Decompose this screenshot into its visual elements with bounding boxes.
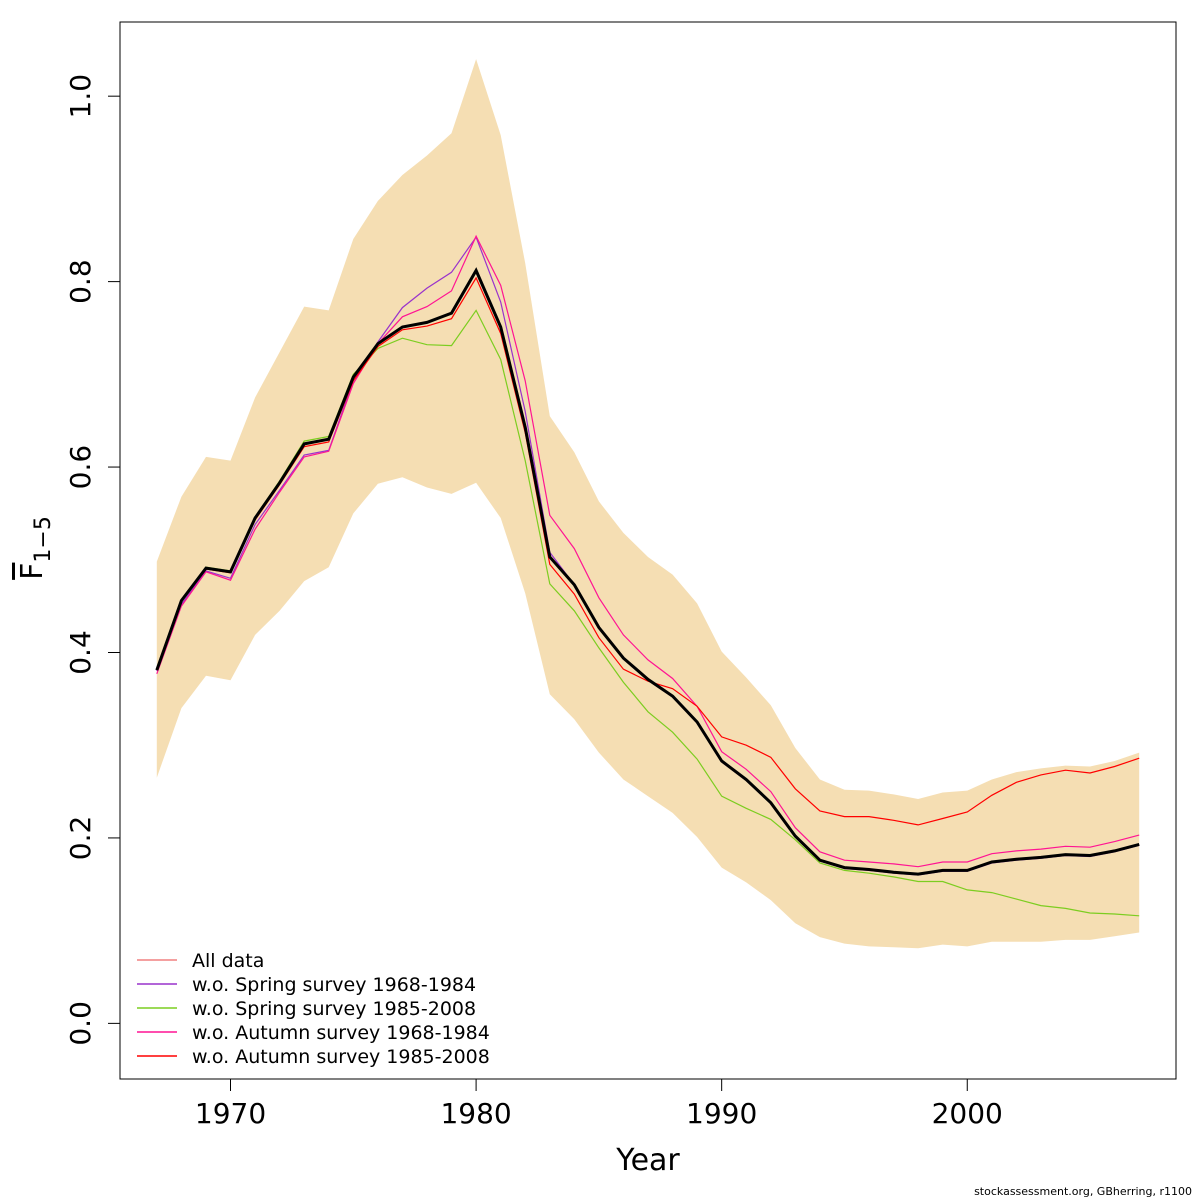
legend-label-3: w.o. Spring survey 1985-2008	[192, 998, 476, 1020]
y-tick-label: 0.8	[64, 259, 97, 304]
y-axis-title-subscript: 1−5	[31, 516, 56, 562]
credit-text: stockassessment.org, GBherring, r1100	[974, 1185, 1192, 1198]
legend-label-5: w.o. Autumn survey 1985-2008	[192, 1046, 490, 1068]
x-axis-title: Year	[615, 1143, 680, 1178]
x-tick-label: 1990	[686, 1097, 757, 1130]
y-tick-label: 0.0	[64, 1001, 97, 1046]
y-axis-title: F1−5	[15, 516, 56, 580]
legend-label-1: All data	[192, 950, 264, 972]
x-axis: 1970 1980 1990 2000	[195, 1078, 1003, 1130]
main-series-line	[155, 267, 1140, 876]
x-tick-label: 2000	[932, 1097, 1003, 1130]
series-line-4	[156, 234, 1140, 868]
legend-label-2: w.o. Spring survey 1968-1984	[192, 974, 476, 996]
confidence-band-layer	[156, 59, 1140, 949]
y-axis-title-main: F	[15, 563, 50, 580]
confidence-band	[156, 59, 1140, 949]
main-series-layer	[155, 267, 1140, 876]
x-tick-label: 1970	[195, 1097, 266, 1130]
y-axis: 0.0 0.2 0.4 0.6 0.8 1.0	[64, 74, 121, 1046]
legend-label-4: w.o. Autumn survey 1968-1984	[192, 1022, 490, 1044]
y-tick-label: 1.0	[64, 74, 97, 119]
y-tick-label: 0.6	[64, 445, 97, 490]
y-tick-label: 0.2	[64, 816, 97, 861]
y-tick-label: 0.4	[64, 630, 97, 675]
x-tick-label: 1980	[440, 1097, 511, 1130]
series-line-3	[156, 309, 1140, 917]
